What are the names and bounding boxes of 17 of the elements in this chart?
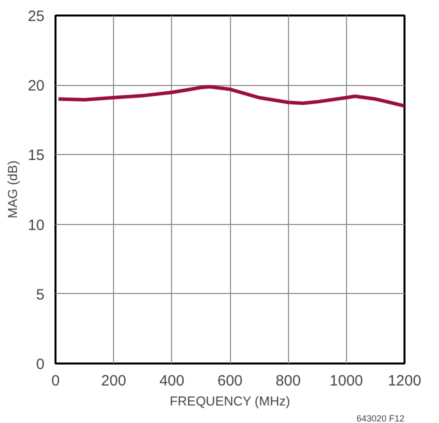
- y-tick-label: 20: [28, 78, 45, 95]
- x-tick-label: 800: [276, 372, 301, 390]
- x-tick-label: 200: [101, 372, 126, 390]
- y-tick-label: 15: [28, 147, 45, 164]
- x-tick-label: 1200: [388, 372, 422, 390]
- y-tick-label: 10: [28, 216, 45, 234]
- x-tick-label: 600: [217, 372, 243, 390]
- y-axis-title: MAG (dB): [4, 160, 20, 218]
- line-series: [56, 85, 404, 108]
- y-tick-label: 0: [36, 356, 44, 373]
- y-tick-label: 5: [36, 286, 44, 304]
- x-tick-label: 400: [159, 372, 184, 390]
- text: 643020 F12: [356, 414, 405, 423]
- y-tick-label: 25: [28, 8, 45, 25]
- x-tick-label: 0: [51, 372, 60, 390]
- x-axis-title: FREQUENCY (MHz): [170, 394, 290, 408]
- x-tick-label: 1000: [330, 372, 364, 390]
